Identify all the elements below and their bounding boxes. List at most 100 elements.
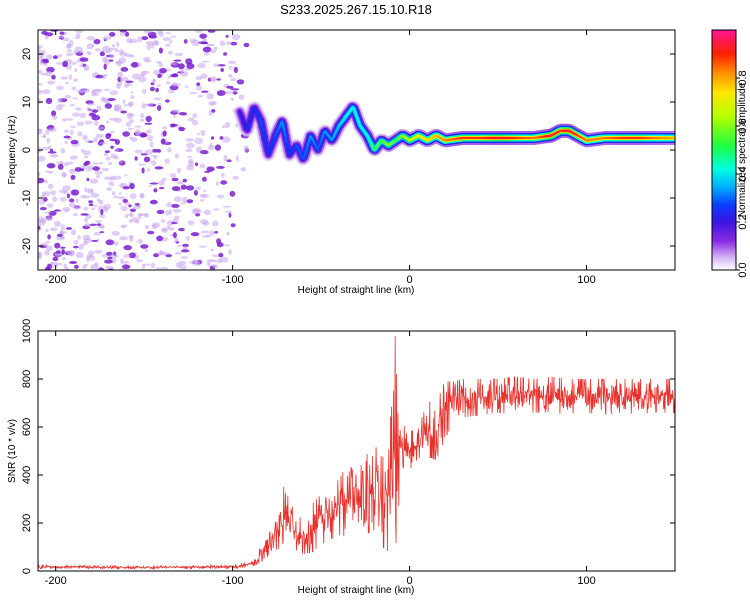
noise-speckle	[180, 256, 188, 260]
x-tick-label: 100	[577, 274, 595, 286]
noise-speckle	[87, 102, 95, 106]
noise-speckle	[99, 51, 105, 57]
noise-speckle	[152, 224, 158, 230]
noise-speckle	[224, 210, 233, 213]
noise-speckle	[153, 97, 163, 101]
noise-speckle	[75, 107, 82, 111]
noise-speckle	[219, 40, 226, 47]
noise-speckle	[174, 153, 179, 159]
noise-speckle	[42, 191, 46, 196]
noise-speckle	[138, 163, 146, 166]
noise-speckle	[180, 184, 187, 190]
noise-speckle	[130, 193, 137, 200]
noise-speckle	[43, 179, 49, 184]
noise-speckle	[171, 123, 178, 127]
noise-speckle	[177, 63, 185, 70]
noise-speckle	[211, 254, 219, 258]
noise-speckle	[56, 85, 64, 91]
y-tick-label: 400	[21, 466, 33, 484]
noise-speckle	[129, 38, 138, 44]
noise-speckle	[119, 81, 123, 86]
noise-speckle	[149, 182, 159, 185]
noise-speckle	[230, 41, 238, 46]
noise-speckle	[221, 257, 229, 263]
noise-speckle	[147, 102, 153, 107]
noise-speckle	[214, 144, 221, 151]
noise-speckle	[182, 178, 188, 183]
noise-speckle	[113, 149, 119, 152]
noise-speckle	[118, 203, 122, 206]
colorbar-ticks: 0.0 0.2 0.4 0.6 0.8	[736, 70, 749, 278]
noise-speckle	[235, 122, 240, 128]
noise-speckle	[113, 155, 119, 160]
noise-speckle	[178, 227, 185, 232]
noise-speckle	[228, 249, 232, 255]
noise-speckle	[103, 206, 109, 213]
noise-speckle	[232, 34, 241, 41]
noise-speckle	[151, 154, 157, 157]
noise-speckle	[105, 120, 110, 124]
noise-speckle	[120, 205, 128, 212]
noise-speckle	[139, 192, 145, 199]
noise-speckle	[186, 63, 195, 70]
noise-speckle	[93, 232, 101, 236]
noise-speckle	[56, 233, 63, 237]
y-tick-label: -20	[21, 238, 33, 254]
noise-speckle	[195, 162, 199, 166]
noise-speckle	[220, 180, 228, 185]
colorbar-tick-label: 0.8	[737, 70, 749, 85]
noise-speckle	[72, 97, 78, 100]
noise-speckle	[86, 36, 96, 41]
noise-speckle	[186, 185, 195, 191]
noise-speckle	[221, 172, 225, 178]
noise-speckle	[85, 167, 93, 172]
noise-speckle	[79, 57, 89, 62]
noise-speckle	[173, 59, 182, 62]
noise-speckle	[201, 90, 209, 93]
noise-speckle	[174, 52, 184, 57]
noise-speckle	[109, 32, 116, 37]
noise-speckle	[200, 129, 206, 136]
y-tick-label: -10	[21, 190, 33, 206]
noise-speckle	[109, 90, 119, 96]
noise-speckle	[122, 264, 131, 270]
noise-speckle	[94, 170, 103, 175]
noise-speckle	[197, 62, 206, 69]
noise-speckle	[204, 170, 211, 173]
noise-speckle	[145, 115, 152, 122]
noise-speckle	[65, 227, 73, 230]
noise-speckle	[140, 113, 145, 119]
noise-speckle	[93, 121, 99, 126]
noise-speckle	[94, 261, 99, 268]
snr-x-label: Height of straight line (km)	[298, 585, 415, 596]
noise-speckle	[95, 74, 104, 79]
noise-speckle	[82, 150, 91, 156]
noise-speckle	[117, 71, 123, 78]
noise-speckle	[103, 152, 108, 157]
noise-speckle	[109, 138, 117, 142]
noise-speckle	[190, 232, 200, 237]
noise-speckle	[230, 97, 234, 101]
noise-speckle	[134, 203, 140, 206]
noise-speckle	[129, 208, 137, 212]
noise-speckle	[66, 118, 74, 121]
noise-speckle	[197, 94, 203, 98]
noise-speckle	[218, 252, 224, 258]
noise-speckle	[149, 86, 155, 92]
x-tick-label: 0	[407, 575, 413, 587]
noise-speckle	[60, 76, 68, 80]
noise-speckle	[42, 89, 51, 94]
noise-speckle	[226, 159, 232, 163]
noise-speckle	[80, 213, 89, 216]
noise-speckle	[233, 66, 238, 74]
colorbar-tick-label: 0.2	[737, 214, 749, 229]
spectrogram-y-ticks: -20 -10 0 10 20	[21, 48, 675, 254]
noise-speckle	[152, 77, 156, 84]
noise-speckle	[97, 126, 105, 130]
noise-speckle	[76, 121, 85, 127]
noise-speckle	[52, 55, 58, 60]
spectrogram-background	[38, 30, 675, 270]
noise-speckle	[47, 127, 57, 132]
noise-speckle	[143, 56, 151, 61]
noise-speckle	[96, 198, 101, 202]
